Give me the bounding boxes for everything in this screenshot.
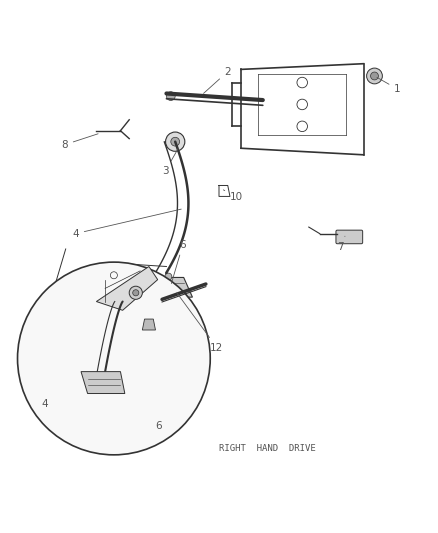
Circle shape [165,273,172,280]
Circle shape [166,132,185,151]
FancyBboxPatch shape [336,230,363,244]
Text: 4: 4 [42,399,48,409]
Text: 3: 3 [162,149,178,176]
Text: 4: 4 [72,209,181,239]
Polygon shape [140,278,192,297]
Circle shape [18,262,210,455]
Text: 10: 10 [223,190,243,203]
Text: 6: 6 [155,422,162,431]
Text: 6: 6 [171,240,186,284]
Text: 1: 1 [377,77,401,94]
Text: 8: 8 [61,134,98,150]
Circle shape [371,72,378,80]
Text: RIGHT  HAND  DRIVE: RIGHT HAND DRIVE [219,444,316,453]
Circle shape [129,286,142,300]
Polygon shape [96,266,158,310]
Circle shape [367,68,382,84]
Polygon shape [81,372,125,393]
Text: 12: 12 [177,293,223,352]
Circle shape [166,92,175,101]
Polygon shape [142,319,155,330]
Text: 2: 2 [204,67,231,93]
Circle shape [133,290,139,296]
Text: 7: 7 [337,236,345,252]
Circle shape [171,138,180,146]
